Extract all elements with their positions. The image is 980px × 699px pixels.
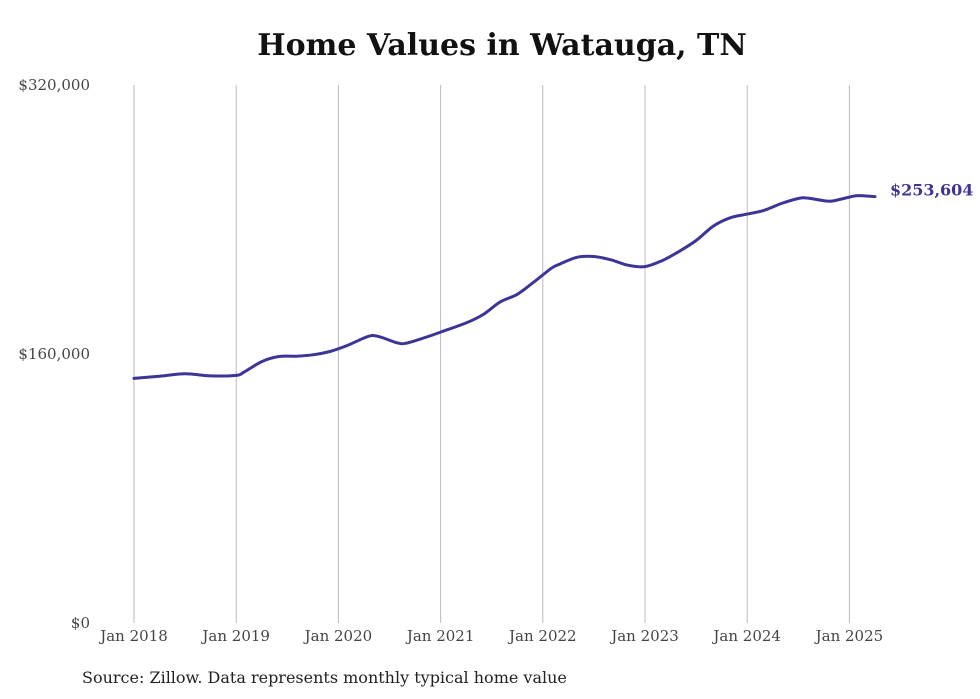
x-tick-label: Jan 2022	[507, 627, 577, 645]
grid-layer	[133, 85, 850, 623]
source-note: Source: Zillow. Data represents monthly …	[82, 668, 567, 687]
y-tick-label: $320,000	[18, 76, 90, 94]
x-tick-label: Jan 2020	[303, 627, 373, 645]
x-tick-label: Jan 2018	[98, 627, 168, 645]
y-tick-label: $0	[71, 614, 90, 632]
x-tick-label: Jan 2024	[711, 627, 781, 645]
y-axis-tick-labels: $0 $160,000 $320,000	[18, 76, 90, 632]
home-value-series-line	[132, 194, 877, 380]
chart-title: Home Values in Watauga, TN	[257, 28, 747, 63]
x-tick-label: Jan 2023	[609, 627, 679, 645]
x-tick-label: Jan 2021	[405, 627, 475, 645]
x-tick-label: Jan 2019	[200, 627, 270, 645]
y-tick-label: $160,000	[18, 345, 90, 363]
latest-value-label: $253,604	[890, 181, 974, 200]
x-axis-tick-labels: Jan 2018 Jan 2019 Jan 2020 Jan 2021 Jan 2022…	[98, 627, 883, 645]
x-tick-label: Jan 2025	[814, 627, 884, 645]
